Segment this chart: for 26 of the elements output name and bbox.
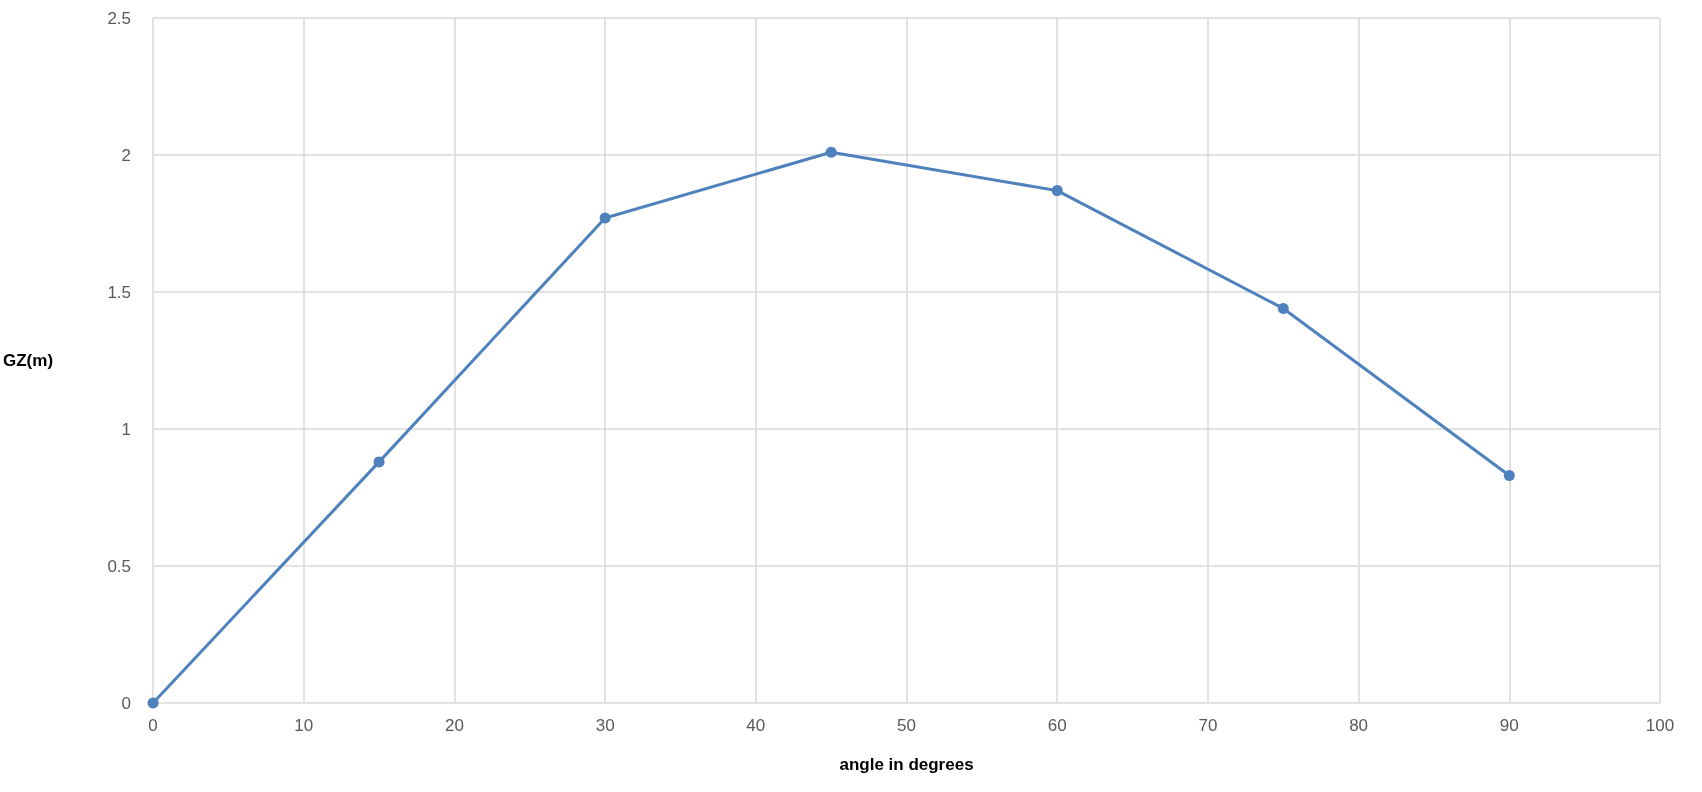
y-tick-label: 0 — [121, 693, 132, 713]
x-tick-label: 30 — [595, 716, 615, 735]
y-tick-label: 1 — [121, 419, 132, 439]
x-tick-label: 50 — [897, 716, 916, 735]
y-tick-label: 2 — [121, 145, 132, 165]
point — [1277, 302, 1289, 314]
x-tick-label: 20 — [444, 716, 464, 735]
x-axis-title: angle in degrees — [839, 755, 974, 774]
point — [1051, 185, 1063, 197]
x-tick-label: 0 — [148, 716, 158, 735]
y-tick-label: 1.5 — [107, 282, 132, 302]
x-tick-label: 90 — [1499, 716, 1519, 735]
point — [373, 456, 385, 468]
x-tick-label: 40 — [746, 716, 766, 735]
y-tick-label: 2.5 — [107, 8, 132, 28]
y-axis-title: GZ(m) — [3, 351, 54, 370]
x-tick-label: 70 — [1198, 716, 1218, 735]
x-tick-label: 100 — [1645, 716, 1675, 735]
point — [1503, 470, 1515, 482]
point — [147, 697, 159, 709]
x-tick-label: 60 — [1047, 716, 1067, 735]
point — [825, 146, 837, 158]
x-tick-label: 10 — [294, 716, 314, 735]
y-tick-label: 0.5 — [107, 556, 132, 576]
point — [599, 212, 611, 224]
x-tick-label: 80 — [1349, 716, 1369, 735]
